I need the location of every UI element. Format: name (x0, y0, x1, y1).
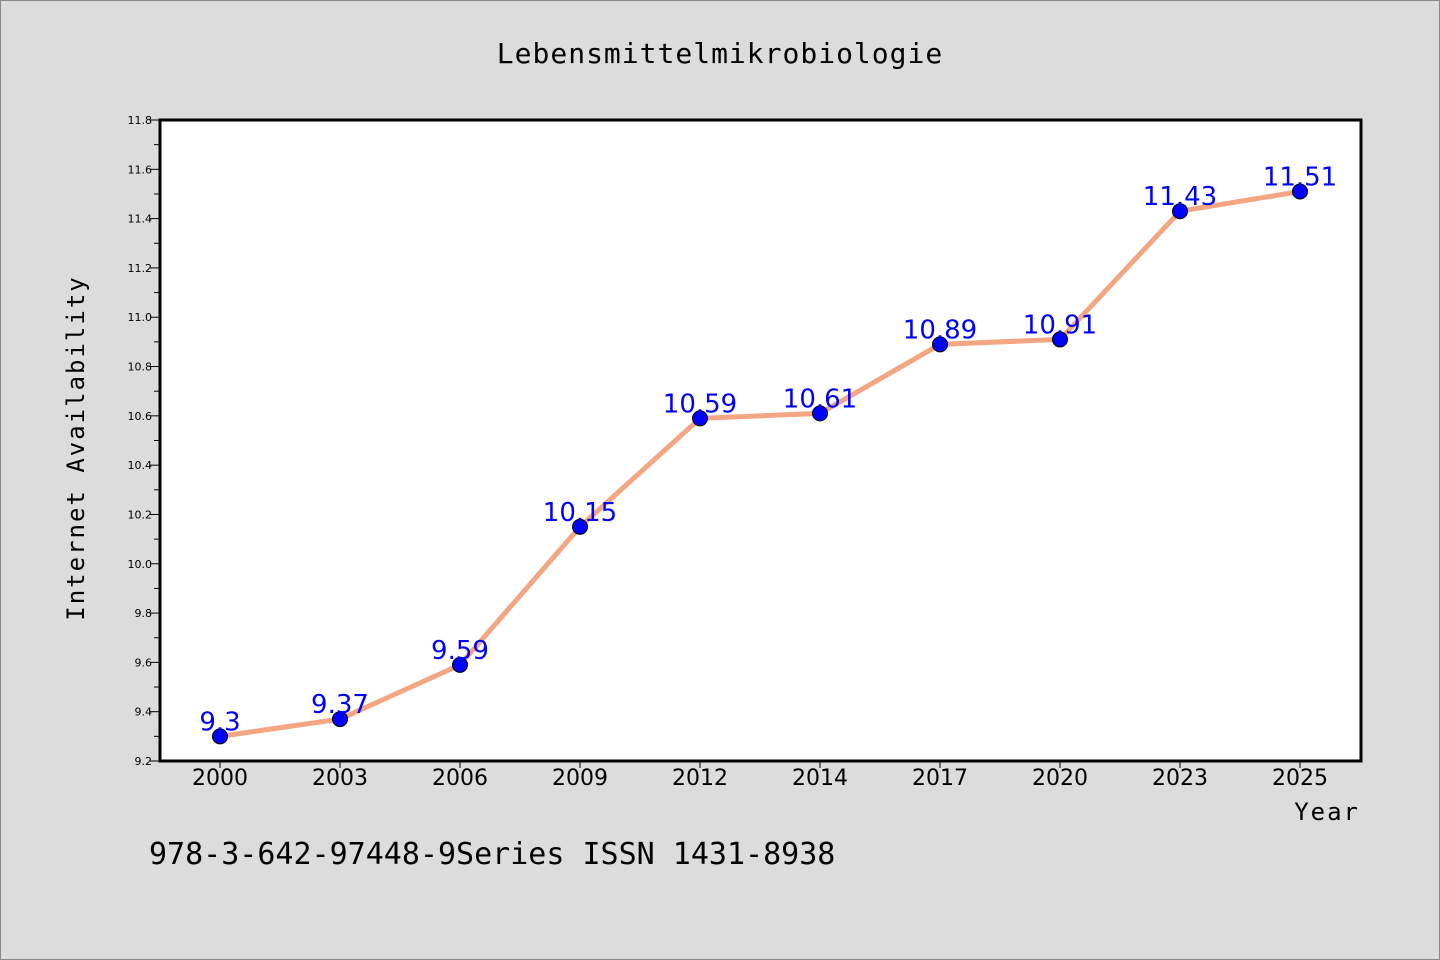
x-axis-label: Year (1294, 798, 1360, 826)
data-point (812, 405, 828, 422)
y-tick-label: 11.6 (128, 163, 153, 176)
y-tick-label: 9.2 (135, 755, 153, 768)
data-point (212, 728, 228, 745)
x-axis: 2000 2003 2006 2009 2012 2014 2017 2020 2023 2025 (192, 761, 1328, 791)
x-tick-label: 2003 (312, 766, 368, 791)
data-point (692, 410, 708, 427)
y-tick-label: 11.4 (128, 213, 153, 226)
data-label: 10.59 (663, 389, 737, 419)
y-tick-label: 9.4 (135, 706, 153, 719)
series-group: 9.3 9.37 9.59 10.15 10.59 10.61 10.89 10.91 11.4… (199, 162, 1337, 745)
data-label: 10.91 (1023, 310, 1097, 340)
y-tick-label: 11.2 (128, 262, 153, 275)
x-tick-label: 2009 (552, 766, 608, 791)
data-point (572, 518, 588, 535)
data-label: 9.59 (431, 636, 489, 666)
y-tick-label: 10.0 (128, 558, 153, 571)
y-tick-label: 10.6 (128, 410, 153, 423)
series-line (217, 188, 1303, 739)
plot-area (158, 118, 1363, 763)
y-tick-label: 10.2 (128, 508, 153, 521)
footer-isbn-issn: 978-3-642-97448-9Series ISSN 1431-8938 (149, 837, 835, 872)
data-label: 10.89 (903, 315, 977, 345)
data-label: 9.37 (311, 690, 369, 720)
x-tick-label: 2006 (432, 766, 488, 791)
y-tick-label: 11.8 (128, 114, 153, 127)
data-point (332, 711, 348, 728)
data-label: 11.51 (1263, 162, 1337, 192)
x-tick-label: 2014 (792, 766, 848, 791)
x-tick-label: 2025 (1272, 766, 1328, 791)
y-axis-label: Internet Availability (62, 275, 90, 620)
y-tick-label: 11.0 (128, 311, 153, 324)
data-label: 10.15 (543, 498, 617, 528)
y-tick-label: 10.8 (128, 361, 153, 374)
data-point (1172, 203, 1188, 220)
data-label: 11.43 (1143, 182, 1217, 212)
x-tick-label: 2020 (1032, 766, 1088, 791)
data-point (932, 336, 948, 353)
x-tick-label: 2000 (192, 766, 248, 791)
data-point (452, 656, 468, 673)
y-tick-label: 10.4 (128, 459, 153, 472)
data-point (1292, 183, 1308, 200)
x-tick-label: 2023 (1152, 766, 1208, 791)
data-label: 10.61 (783, 384, 857, 414)
data-label: 9.3 (199, 707, 240, 737)
y-tick-label: 9.8 (135, 607, 153, 620)
x-tick-label: 2012 (672, 766, 728, 791)
x-tick-label: 2017 (912, 766, 968, 791)
y-tick-label: 9.6 (135, 656, 153, 669)
data-point (1052, 331, 1068, 348)
y-axis: 9.2 9.4 9.6 9.8 10.0 10.2 10.4 10.6 10.8 11.0 11.2… (128, 114, 160, 768)
chart-title: Lebensmittelmikrobiologie (497, 37, 943, 70)
